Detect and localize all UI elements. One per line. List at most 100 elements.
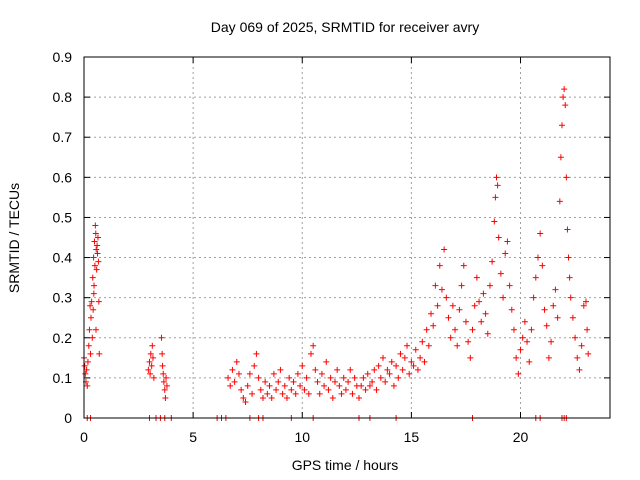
data-point	[94, 242, 101, 249]
x-tick-label: 0	[80, 429, 88, 445]
x-axis-label: GPS time / hours	[292, 457, 399, 473]
data-point	[552, 286, 559, 293]
data-point	[476, 298, 483, 305]
data-point	[86, 326, 93, 333]
data-point	[338, 390, 345, 397]
data-point	[160, 370, 167, 377]
data-point	[432, 282, 439, 289]
data-point	[462, 318, 469, 325]
data-point	[91, 262, 98, 269]
data-point	[342, 386, 349, 393]
data-point	[558, 122, 565, 129]
data-point	[91, 238, 98, 245]
data-point	[150, 374, 157, 381]
data-point	[528, 326, 535, 333]
data-point	[297, 382, 304, 389]
data-point	[517, 346, 524, 353]
data-point	[351, 374, 358, 381]
data-point	[382, 378, 389, 385]
data-point	[327, 374, 334, 381]
data-point	[482, 310, 489, 317]
data-point	[401, 354, 408, 361]
data-point	[543, 322, 550, 329]
data-point	[519, 334, 526, 341]
data-point	[572, 334, 579, 341]
data-point	[410, 362, 417, 369]
data-point	[563, 174, 570, 181]
data-point	[510, 326, 517, 333]
x-tick-label: 5	[189, 429, 197, 445]
data-point	[560, 94, 567, 101]
data-point	[286, 374, 293, 381]
data-point	[454, 342, 461, 349]
data-point	[539, 262, 546, 269]
data-point	[561, 86, 568, 93]
data-point	[492, 194, 499, 201]
data-point	[161, 386, 168, 393]
data-point	[262, 378, 269, 385]
data-point	[526, 358, 533, 365]
x-tick-label: 15	[404, 429, 420, 445]
data-point	[371, 366, 378, 373]
data-point	[294, 370, 301, 377]
data-point	[82, 370, 89, 377]
data-point	[87, 302, 94, 309]
data-points	[81, 86, 592, 421]
data-point	[90, 254, 97, 261]
data-point	[500, 294, 507, 301]
data-point	[240, 394, 247, 401]
data-point	[473, 274, 480, 281]
data-point	[148, 362, 155, 369]
data-point	[393, 362, 400, 369]
data-point	[259, 394, 266, 401]
data-point	[565, 254, 572, 261]
data-point	[281, 382, 288, 389]
data-point	[89, 274, 96, 281]
data-point	[227, 382, 234, 389]
data-point	[159, 362, 166, 369]
data-point	[279, 390, 286, 397]
data-point	[513, 354, 520, 361]
data-point	[146, 358, 153, 365]
data-point	[305, 390, 312, 397]
data-point	[486, 282, 493, 289]
data-point	[557, 154, 564, 161]
data-point	[94, 250, 101, 257]
data-point	[314, 378, 321, 385]
data-point	[244, 382, 251, 389]
data-point	[225, 374, 232, 381]
data-point	[414, 366, 421, 373]
data-point	[471, 302, 478, 309]
data-point	[548, 338, 555, 345]
data-point	[530, 294, 537, 301]
data-point	[469, 326, 476, 333]
data-point	[386, 370, 393, 377]
data-point	[458, 282, 465, 289]
data-point	[564, 226, 571, 233]
data-point	[92, 230, 99, 237]
data-point	[268, 394, 275, 401]
data-point	[449, 302, 456, 309]
data-point	[163, 382, 170, 389]
plot-frame	[83, 56, 611, 419]
data-point	[93, 246, 100, 253]
data-point	[162, 394, 169, 401]
data-point	[384, 366, 391, 373]
data-point	[84, 382, 91, 389]
data-point	[340, 374, 347, 381]
y-tick-label: 0.2	[53, 330, 73, 346]
data-point	[491, 218, 498, 225]
data-point	[290, 378, 297, 385]
data-point	[404, 342, 411, 349]
data-point	[301, 386, 308, 393]
data-point	[408, 358, 415, 365]
data-point	[235, 370, 242, 377]
data-point	[532, 274, 539, 281]
data-point	[246, 370, 253, 377]
data-point	[380, 354, 387, 361]
data-point	[373, 386, 380, 393]
data-point	[362, 386, 369, 393]
data-point	[345, 378, 352, 385]
data-point	[562, 102, 569, 109]
